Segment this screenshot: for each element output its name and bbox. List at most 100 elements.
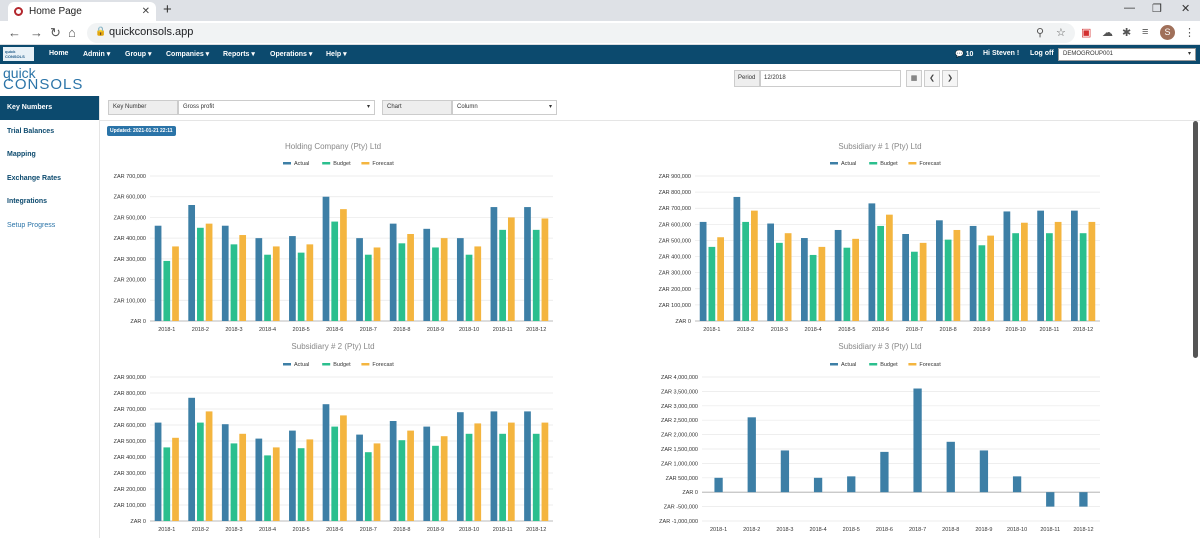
next-period-button[interactable]: ❯ xyxy=(942,70,958,87)
x-tick-label: 2018-1 xyxy=(710,527,727,533)
legend-swatch xyxy=(283,363,291,366)
x-tick-label: 2018-6 xyxy=(326,327,343,333)
nav-companies[interactable]: Companies ▾ xyxy=(166,51,210,58)
bar-forecast xyxy=(440,238,448,321)
forward-icon[interactable]: → xyxy=(30,25,43,40)
bar-actual xyxy=(733,196,741,321)
company-select[interactable]: DEMOGROUP001 ▾ xyxy=(1058,48,1196,61)
nav-home[interactable]: Home xyxy=(49,50,69,57)
y-tick-label: ZAR 600,000 xyxy=(659,222,691,228)
puzzle-extension-icon[interactable]: ✱ xyxy=(1122,27,1132,39)
x-tick-label: 2018-12 xyxy=(1073,327,1093,333)
home-icon[interactable]: ⌂ xyxy=(68,25,76,40)
zoom-icon[interactable]: ⚲ xyxy=(1036,27,1045,39)
bar-forecast xyxy=(373,247,381,321)
key-number-select[interactable]: Gross profit ▾ xyxy=(178,100,375,115)
sidebar-item-setup-progress[interactable]: Setup Progress xyxy=(7,221,56,229)
legend-label: Budget xyxy=(333,362,351,368)
bar-actual xyxy=(389,223,397,321)
bar-forecast xyxy=(340,209,347,321)
bar-forecast xyxy=(373,443,381,521)
legend-swatch xyxy=(869,363,878,366)
bar-forecast xyxy=(751,210,758,321)
bar-budget xyxy=(499,433,506,521)
y-tick-label: ZAR 500,000 xyxy=(114,215,146,221)
restore-icon[interactable]: ❐ xyxy=(1152,3,1162,15)
y-tick-label: ZAR 500,000 xyxy=(114,439,146,445)
nav-group[interactable]: Group ▾ xyxy=(125,51,152,58)
url-field[interactable]: 🔒 quickconsols.app xyxy=(87,23,1075,43)
y-tick-label: ZAR 3,000,000 xyxy=(661,404,698,410)
close-tab-icon[interactable]: ✕ xyxy=(141,6,150,17)
x-tick-label: 2018-3 xyxy=(776,527,793,533)
reload-icon[interactable]: ↻ xyxy=(50,25,61,40)
x-tick-label: 2018-4 xyxy=(259,327,276,333)
calendar-button[interactable]: ▦ xyxy=(906,70,922,87)
x-tick-label: 2018-12 xyxy=(526,327,546,333)
legend-label: Actual xyxy=(294,362,309,368)
nav-admin[interactable]: Admin ▾ xyxy=(83,51,111,58)
close-window-icon[interactable]: ✕ xyxy=(1181,3,1191,15)
bar-budget xyxy=(843,247,851,321)
profile-avatar[interactable]: S xyxy=(1160,25,1175,40)
chart-type-select[interactable]: Column ▾ xyxy=(452,100,557,115)
legend-label: Forecast xyxy=(919,362,941,368)
period-input[interactable]: 12/2018 xyxy=(760,70,901,87)
bar-forecast xyxy=(474,423,482,521)
prev-period-button[interactable]: ❮ xyxy=(924,70,940,87)
key-number-filter: Key Number Gross profit ▾ xyxy=(108,100,375,115)
bar-actual xyxy=(154,225,162,321)
nav-help[interactable]: Help ▾ xyxy=(326,51,347,58)
new-tab-icon[interactable]: + xyxy=(163,1,172,18)
minimize-icon[interactable]: — xyxy=(1124,2,1135,14)
legend-label: Forecast xyxy=(372,161,394,167)
bookmark-star-icon[interactable]: ☆ xyxy=(1056,27,1066,39)
back-icon[interactable]: ← xyxy=(8,25,21,40)
bar-forecast xyxy=(784,233,792,321)
legend-swatch xyxy=(830,162,838,165)
x-tick-label: 2018-8 xyxy=(940,327,957,333)
bar-actual xyxy=(946,441,955,493)
x-tick-label: 2018-7 xyxy=(909,527,926,533)
y-tick-label: ZAR 1,000,000 xyxy=(661,461,698,467)
y-tick-label: ZAR 100,000 xyxy=(659,303,691,309)
cloud-extension-icon[interactable]: ☁ xyxy=(1102,27,1113,39)
sidebar-item-mapping[interactable]: Mapping xyxy=(7,151,36,158)
y-tick-label: ZAR 700,000 xyxy=(659,206,691,212)
bar-forecast xyxy=(541,422,549,521)
content-divider xyxy=(100,120,1200,121)
page-scrollbar[interactable] xyxy=(1193,121,1198,358)
browser-menu-icon[interactable]: ⋮ xyxy=(1184,27,1195,39)
legend-swatch xyxy=(322,162,331,165)
y-tick-label: ZAR 900,000 xyxy=(659,174,691,180)
y-tick-label: ZAR 600,000 xyxy=(114,423,146,429)
x-tick-label: 2018-3 xyxy=(225,327,242,333)
nav-operations[interactable]: Operations ▾ xyxy=(270,51,313,58)
nav-logo[interactable]: quick CONSOLS xyxy=(3,47,34,61)
bar-budget xyxy=(230,244,238,321)
bar-actual xyxy=(221,225,229,321)
x-tick-label: 2018-5 xyxy=(838,327,855,333)
app-logo: quick CONSOLS xyxy=(3,66,99,94)
sidebar-item-trial-balances[interactable]: Trial Balances xyxy=(7,127,55,135)
sidebar-item-exchange-rates[interactable]: Exchange Rates xyxy=(7,174,62,182)
logoff-link[interactable]: Log off xyxy=(1030,50,1054,57)
x-tick-label: 2018-5 xyxy=(843,527,860,533)
legend-label: Budget xyxy=(880,161,898,167)
bar-budget xyxy=(331,221,339,321)
sidebar: Key Numbers Trial Balances Mapping Excha… xyxy=(0,96,100,538)
bar-forecast xyxy=(953,229,961,321)
nav-reports[interactable]: Reports ▾ xyxy=(223,51,255,58)
messages-badge[interactable]: 💬 10 xyxy=(955,51,974,58)
legend-swatch xyxy=(322,363,331,366)
sidebar-item-key-numbers[interactable]: Key Numbers xyxy=(0,96,99,120)
bar-forecast xyxy=(919,242,927,321)
browser-tab[interactable]: Home Page ✕ xyxy=(8,2,156,21)
x-tick-label: 2018-11 xyxy=(493,527,513,533)
nav-logo-text: quick CONSOLS xyxy=(5,49,25,59)
sidebar-item-integrations[interactable]: Integrations xyxy=(7,198,48,205)
bar-forecast xyxy=(340,415,347,521)
pdf-extension-icon[interactable]: ▣ xyxy=(1081,27,1092,39)
bar-actual xyxy=(767,223,774,321)
menu-extension-icon[interactable]: ≡ xyxy=(1142,26,1149,38)
